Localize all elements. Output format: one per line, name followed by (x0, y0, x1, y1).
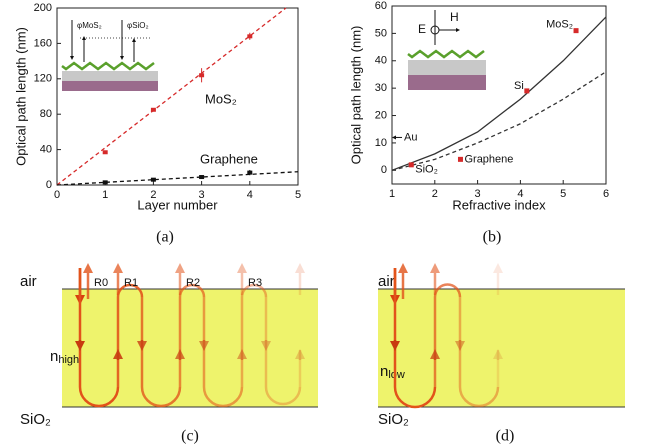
point (408, 162, 414, 168)
point-label: Si (514, 80, 524, 92)
y-axis-title: Optical path length (nm) (13, 27, 28, 166)
caption: (d) (496, 428, 515, 445)
caption: (b) (483, 229, 502, 246)
y-tick-label: 200 (34, 2, 52, 14)
x-tick-label: 2 (432, 188, 438, 200)
inset-film (407, 49, 485, 59)
medium-sub: high (58, 354, 79, 366)
point-label: Graphene (464, 153, 513, 165)
y-tick-label: 20 (375, 109, 387, 121)
point (199, 175, 205, 180)
y-tick-label: 60 (375, 0, 387, 12)
y-tick-label: 40 (40, 144, 52, 156)
inset-label: φSiO₂ (127, 21, 149, 30)
inset-label: φMoS₂ (77, 21, 102, 30)
inset-layer (62, 71, 158, 81)
y-axis-title: Optical path length (nm) (348, 26, 363, 165)
y-tick-label: 120 (34, 73, 52, 85)
fit-line (391, 71, 607, 171)
ray (458, 297, 500, 408)
x-tick-label: 0 (54, 189, 60, 201)
point-label: MoS₂ (546, 19, 573, 31)
series-label: MoS₂ (205, 91, 237, 106)
x-axis-title: Layer number (137, 197, 218, 212)
reflection-label: R0 (94, 277, 108, 289)
axes-frame (56, 7, 299, 186)
x-tick-label: 4 (247, 189, 253, 201)
y-tick-label: 50 (375, 27, 387, 39)
point (524, 88, 530, 94)
x-tick-label: 4 (517, 188, 523, 200)
axes-frame (391, 5, 607, 185)
medium-label: nhigh (50, 348, 79, 366)
point-label: SiO₂ (415, 164, 438, 176)
ray (393, 268, 437, 409)
inset-layer (408, 60, 486, 75)
ray (202, 297, 244, 408)
fit-line (56, 171, 299, 186)
inset-layer (62, 81, 158, 91)
medium-base: n (50, 348, 58, 365)
y-tick-label: 30 (375, 82, 387, 94)
point (102, 180, 108, 185)
y-tick-label: 10 (375, 137, 387, 149)
medium-label: nlow (380, 363, 405, 381)
film (378, 289, 625, 407)
ray (240, 283, 268, 387)
inset-label: E (418, 22, 426, 36)
point (457, 156, 463, 162)
x-tick-label: 5 (295, 189, 301, 201)
inset-layer (408, 75, 486, 90)
point (102, 150, 108, 155)
inset-film (61, 61, 155, 71)
y-tick-label: 0 (381, 164, 387, 176)
caption: (a) (156, 229, 174, 246)
medium-base: n (380, 363, 388, 380)
x-tick-label: 6 (603, 188, 609, 200)
fit-line (391, 16, 607, 171)
caption: (c) (181, 428, 199, 445)
x-tick-label: 1 (102, 189, 108, 201)
reflection-label: R1 (124, 277, 138, 289)
inset-label: H (450, 10, 459, 24)
medium-sub: low (388, 369, 405, 381)
top-label: air (378, 273, 395, 290)
x-tick-label: 3 (199, 189, 205, 201)
series-label: Graphene (200, 151, 258, 166)
point (247, 170, 253, 175)
film (62, 289, 318, 407)
point (150, 107, 156, 112)
x-tick-label: 1 (389, 188, 395, 200)
bottom-label: SiO₂ (20, 411, 51, 428)
x-tick-label: 2 (150, 189, 156, 201)
ray (78, 268, 120, 408)
point (150, 177, 156, 182)
reflection-label: R3 (248, 277, 262, 289)
ray (140, 297, 182, 408)
x-axis-title: Refractive index (452, 197, 546, 212)
point-label: Au (404, 131, 417, 143)
point (573, 28, 579, 34)
x-tick-label: 3 (475, 188, 481, 200)
x-tick-label: 5 (560, 188, 566, 200)
point (199, 73, 205, 78)
y-tick-label: 0 (46, 179, 52, 191)
point (247, 34, 253, 39)
bottom-label: SiO₂ (378, 411, 409, 428)
top-label: air (20, 273, 37, 290)
y-tick-label: 40 (375, 55, 387, 67)
y-tick-label: 80 (40, 108, 52, 120)
ray (264, 297, 302, 406)
reflection-label: R2 (186, 277, 200, 289)
y-tick-label: 160 (34, 37, 52, 49)
